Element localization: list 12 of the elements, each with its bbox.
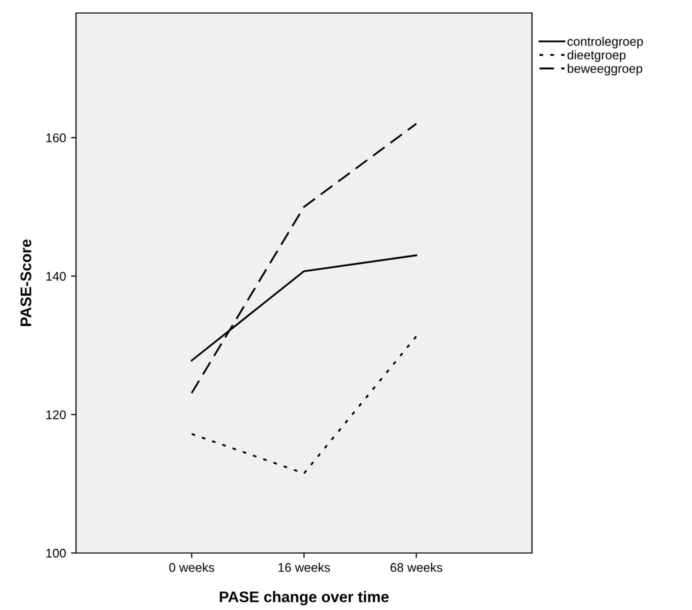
x-tick-label: 0 weeks [169,562,214,572]
x-tick-label: 16 weeks [278,562,330,572]
x-tick-label: 68 weeks [390,562,442,572]
y-tick-label: 140 [46,272,66,281]
legend-label: dieetgroep [568,50,626,62]
y-tick-label: 100 [46,548,66,558]
x-axis-title: PASE change over time [220,591,389,606]
y-axis-title: PASE-Score [20,240,32,326]
legend-label: controlegroep [568,36,643,48]
y-tick-label: 120 [46,410,66,420]
y-tick-label: 160 [46,133,66,142]
legend-label: beweeggroep [568,64,642,76]
